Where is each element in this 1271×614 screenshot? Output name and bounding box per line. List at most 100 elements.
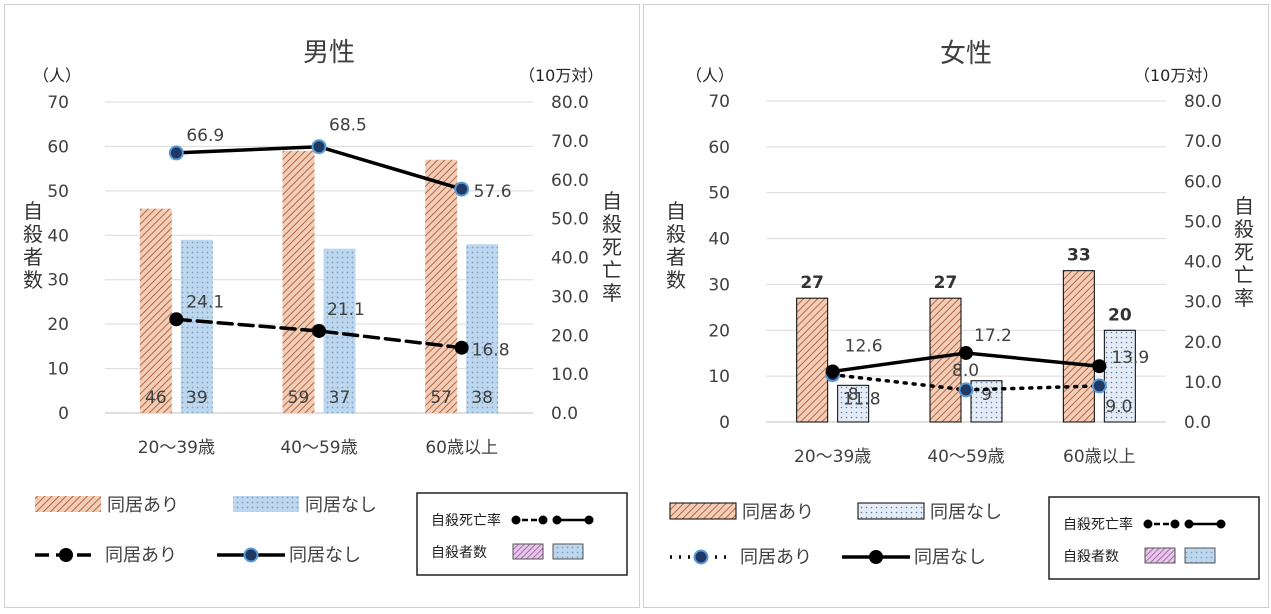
bar-value-label: 27 [934,273,958,293]
y-tick-label: 30 [708,275,730,295]
female-chart-panel: 0 10 20 30 40 50 60 70 0.0 10.0 20.0 30.0 40.0 50.0 60… [643,4,1269,608]
line-with-family-marker [1091,378,1107,394]
bar-value-label: 8 [848,385,859,405]
key-count-label: 自殺者数 [431,545,487,561]
key-swatch-hatch [1144,547,1176,564]
y-axis-label-char: 自 [666,199,686,223]
female-chart: 0 10 20 30 40 50 60 70 0.0 10.0 20.0 30.0 40.0 50.0 60… [666,39,1260,580]
legend-swatch-bar-without [233,496,299,512]
line-value-label: 16.8 [472,341,510,361]
key-marker [1170,519,1180,529]
line-value-label: 57.6 [474,182,512,202]
y-tick-label: 40 [708,230,730,250]
y2-axis-label-char: 亡 [1234,263,1254,287]
line-value-label: 68.5 [329,116,367,136]
y-tick-label: 70 [708,92,730,112]
line-without-family-marker [959,345,973,360]
line-value-label: 12.6 [845,336,883,356]
line-value-label: 66.9 [186,126,224,146]
x-tick-label: 20～39歳 [794,447,871,467]
x-tick-label: 60歳以上 [1063,447,1136,467]
x-tick-label: 40～59歳 [280,438,357,458]
y-axis-label-char: 殺 [23,222,43,246]
male-chart-panel: 0 10 20 30 40 50 60 70 0.0 10.0 20.0 30.0 40.0 50.0 60… [4,4,640,608]
legend-label: 同居なし [914,547,986,568]
key-marker [1184,519,1194,529]
legend-marker [869,550,883,564]
y-tick-label: 50 [708,184,730,204]
y-axis-label-char: 数 [666,268,686,292]
legend-label: 同居なし [305,495,377,516]
legend-swatch-bar-without [857,502,925,520]
bar-with-family [1062,270,1095,423]
plot-area: 0 10 20 30 40 50 60 70 0.0 10.0 20.0 30.0 40.0 50.0 60… [23,38,622,458]
y2-axis-unit: （10万対） [1134,66,1218,85]
y2-tick-label: 80.0 [1184,92,1222,112]
bar-value-label: 20 [1108,305,1132,325]
legend-label: 同居あり [107,495,179,516]
line-with-family-marker [454,340,469,355]
y2-tick-label: 70.0 [551,132,589,152]
y-tick-label: 60 [47,137,69,157]
y2-tick-label: 50.0 [551,210,589,230]
key-count-label: 自殺者数 [1063,549,1119,565]
y-axis-label-char: 数 [23,268,43,292]
line-with-family [174,317,464,350]
bar-with-family [425,159,458,413]
line-value-label: 11.8 [843,390,881,410]
y-axis-unit: （人） [686,66,734,85]
y2-tick-label: 30.0 [551,287,589,307]
y-tick-label: 10 [708,367,730,387]
bar-value-label: 38 [471,388,493,408]
y-axis-label-char: 者 [666,245,686,269]
y-tick-label: 70 [47,93,69,113]
y-tick-label: 0 [719,413,730,433]
y2-axis-label-char: 死 [1234,240,1254,264]
y-axis-label-char: 者 [23,245,43,269]
bar-with-family [282,150,315,413]
key-swatch-dots [1184,547,1216,564]
legend-label: 同居あり [740,547,812,568]
y2-tick-label: 20.0 [1184,333,1222,353]
legend-swatch-bar-with [35,496,101,512]
bar-value-label: 27 [800,273,824,293]
y-axis-unit: （人） [33,66,81,85]
y-tick-label: 20 [47,315,69,335]
line-with-family-marker [958,382,974,398]
line-without-family-marker [454,181,470,197]
key-rate-label: 自殺死亡率 [1063,516,1133,533]
bar-value-label: 57 [430,388,452,408]
key-marker [584,515,594,525]
line-with-family-marker [169,312,184,327]
line-value-label: 8.0 [952,361,979,381]
y2-tick-label: 40.0 [551,249,589,269]
legend-label: 同居あり [105,545,177,566]
bar-value-label: 9 [981,385,992,405]
key-marker [552,515,562,525]
key-marker [1143,519,1153,529]
key-rate-label: 自殺死亡率 [431,512,501,529]
y2-axis-label-char: 率 [602,281,622,305]
y-tick-label: 10 [47,360,69,380]
line-without-family-marker [1092,359,1107,374]
legend-label: 同居なし [289,545,361,566]
y-tick-label: 30 [47,271,69,291]
legend-marker [243,547,259,563]
legend-marker [693,549,709,565]
bar-without-family [180,239,213,413]
y2-tick-label: 70.0 [1184,132,1222,152]
y2-tick-label: 10.0 [1184,373,1222,393]
y-axis-label-char: 殺 [666,222,686,246]
bar-value-label: 37 [329,388,351,408]
line-value-label: 21.1 [327,300,365,320]
y2-axis-label-char: 亡 [602,258,622,282]
key-box-border [1048,496,1260,580]
key-swatch-hatch [512,543,544,560]
line-without-family-marker [825,364,840,379]
line-value-label: 24.1 [186,292,224,312]
y2-axis-label-char: 率 [1234,286,1254,310]
y2-tick-label: 10.0 [551,365,589,385]
male-chart: 0 10 20 30 40 50 60 70 0.0 10.0 20.0 30.0 40.0 50.0 60… [23,38,628,576]
